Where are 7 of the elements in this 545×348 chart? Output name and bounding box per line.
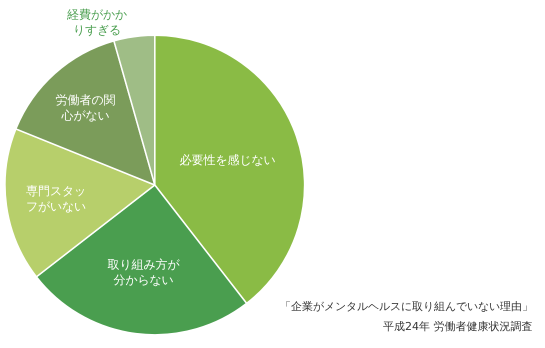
- slice-label: 取り組み方が分からない: [107, 257, 180, 287]
- text: 平成24年 労働者健康状況調査: [383, 320, 532, 333]
- slice-label: 必要性を感じない: [180, 153, 276, 168]
- slice-label: 労働者の関心がない: [55, 92, 116, 122]
- slice-label: 経費がかかりすぎる: [66, 7, 127, 37]
- slice-label: 専門スタッフがいない: [26, 184, 86, 214]
- text: 「企業がメンタルヘルスに取り組んでいない理由」: [280, 300, 533, 313]
